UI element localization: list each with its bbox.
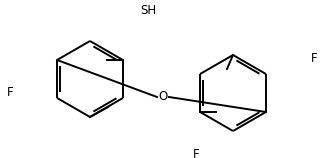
Text: O: O — [158, 91, 168, 103]
Text: F: F — [193, 148, 199, 158]
Text: F: F — [7, 86, 14, 100]
Text: SH: SH — [140, 3, 156, 16]
Text: F: F — [311, 52, 318, 64]
